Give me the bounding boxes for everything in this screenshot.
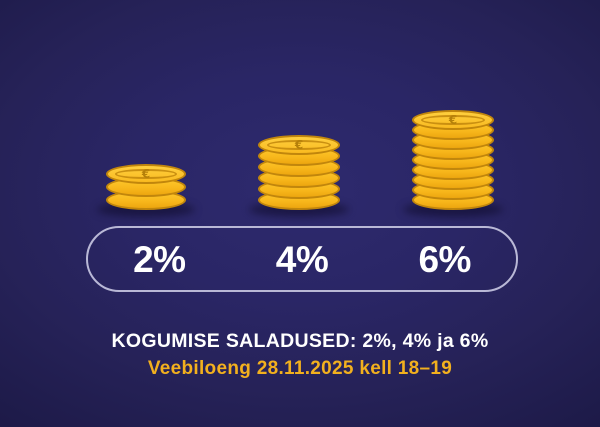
coin-inner-ring (421, 114, 485, 126)
coin-inner-ring (114, 168, 178, 180)
rate-label-6: 6% (418, 238, 471, 280)
coin-stacks-group: € € € (0, 0, 600, 217)
coin-inner-ring (267, 139, 331, 151)
euro-icon: € (141, 166, 151, 181)
euro-icon: € (294, 137, 304, 152)
poster-title: KOGUMISE SALADUSED: 2%, 4% ja 6% (111, 330, 489, 352)
coin-column: € (412, 110, 494, 210)
poster-subtitle: Veebiloeng 28.11.2025 kell 18–19 (147, 358, 453, 380)
coin-column: € (258, 135, 340, 210)
rate-label-2: 2% (133, 238, 186, 280)
coin: € (412, 110, 494, 130)
coin: € (106, 164, 186, 184)
coin-stack-4-percent: € (249, 135, 349, 217)
euro-icon: € (448, 112, 458, 127)
caption-block: KOGUMISE SALADUSED: 2%, 4% ja 6% Veebilo… (0, 330, 600, 381)
rate-pill: 2% 4% 6% (86, 226, 518, 292)
coin: € (258, 135, 340, 155)
coin-stack-6-percent: € (403, 110, 503, 217)
rate-label-4: 4% (275, 238, 329, 280)
coin-column: € (106, 164, 186, 210)
coin-stack-2-percent: € (97, 164, 195, 217)
